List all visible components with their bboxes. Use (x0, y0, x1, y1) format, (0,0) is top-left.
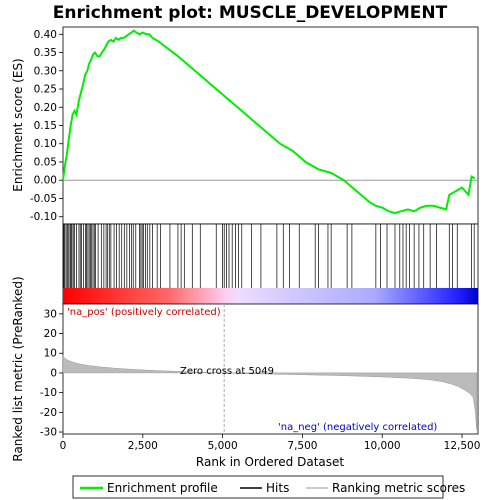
es-y-tick-label: 0.40 (34, 29, 57, 41)
es-y-ticks: -0.10 -0.05 0.00 0.05 0.10 0.15 0.20 0.25 0.30 0.… (30, 29, 63, 223)
x-tick-label: 0 (60, 440, 67, 452)
zero-cross-label: Zero cross at 5049 (180, 366, 274, 377)
metric-y-tick-label: 20 (44, 328, 57, 340)
metric-y-tick-label: 0 (50, 367, 57, 379)
metric-y-tick-label: 10 (44, 348, 57, 360)
es-y-axis-label: Enrichment score (ES) (11, 58, 25, 191)
ranking-metric-area (62, 355, 477, 431)
metric-y-tick-label: -10 (40, 387, 57, 399)
es-profile-line (62, 29, 476, 215)
legend-box (72, 475, 444, 499)
es-y-tick-label: 0.00 (34, 175, 57, 187)
es-y-tick-label: -0.05 (30, 193, 57, 205)
metric-y-tick-label: -30 (40, 427, 57, 439)
legend: Enrichment profile Hits Ranking metric s… (72, 475, 465, 499)
legend-entry-profile: Enrichment profile (107, 481, 218, 495)
x-tick-label: 7,500 (287, 440, 317, 452)
legend-entry-metric: Ranking metric scores (332, 481, 465, 495)
es-y-tick-label: 0.15 (34, 120, 57, 132)
legend-entry-hits: Hits (266, 481, 289, 495)
es-panel-frame (62, 26, 479, 225)
es-y-tick-label: 0.30 (34, 65, 57, 77)
es-y-tick-label: -0.10 (30, 211, 57, 223)
es-y-tick-label: 0.35 (34, 47, 57, 59)
pos-correlated-label: 'na_pos' (positively correlated) (67, 307, 221, 318)
rank-color-band (63, 288, 478, 304)
x-axis-label: Rank in Ordered Dataset (196, 455, 344, 469)
metric-panel-frame (62, 303, 479, 435)
hit-marks (62, 224, 475, 288)
metric-y-tick-label: -20 (40, 407, 57, 419)
metric-y-ticks: -30 -20 -10 0 10 20 30 (40, 308, 63, 439)
es-panel: -0.10 -0.05 0.00 0.05 0.10 0.15 0.20 0.25 0.30 0.… (30, 26, 479, 225)
hits-panel (62, 223, 479, 305)
chart-title: Enrichment plot: MUSCLE_DEVELOPMENT (53, 3, 448, 23)
metric-y-tick-label: 30 (44, 308, 57, 320)
x-tick-label: 2,500 (128, 440, 158, 452)
x-tick-label: 12,500 (444, 440, 481, 452)
x-tick-label: 10,000 (364, 440, 401, 452)
x-axis-ticks: 0 2,500 5,000 7,500 10,000 12,500 (60, 434, 481, 452)
es-y-tick-label: 0.20 (34, 102, 57, 114)
es-y-tick-label: 0.10 (34, 138, 57, 150)
metric-y-axis-label: Ranked list metric (PreRanked) (11, 276, 25, 461)
metric-panel: -30 -20 -10 0 10 20 30 'na_pos' (positively co… (40, 303, 479, 439)
x-tick-label: 5,000 (208, 440, 238, 452)
es-y-tick-label: 0.25 (34, 84, 57, 96)
es-y-tick-label: 0.05 (34, 156, 57, 168)
neg-correlated-label: 'na_neg' (negatively correlated) (278, 422, 437, 433)
